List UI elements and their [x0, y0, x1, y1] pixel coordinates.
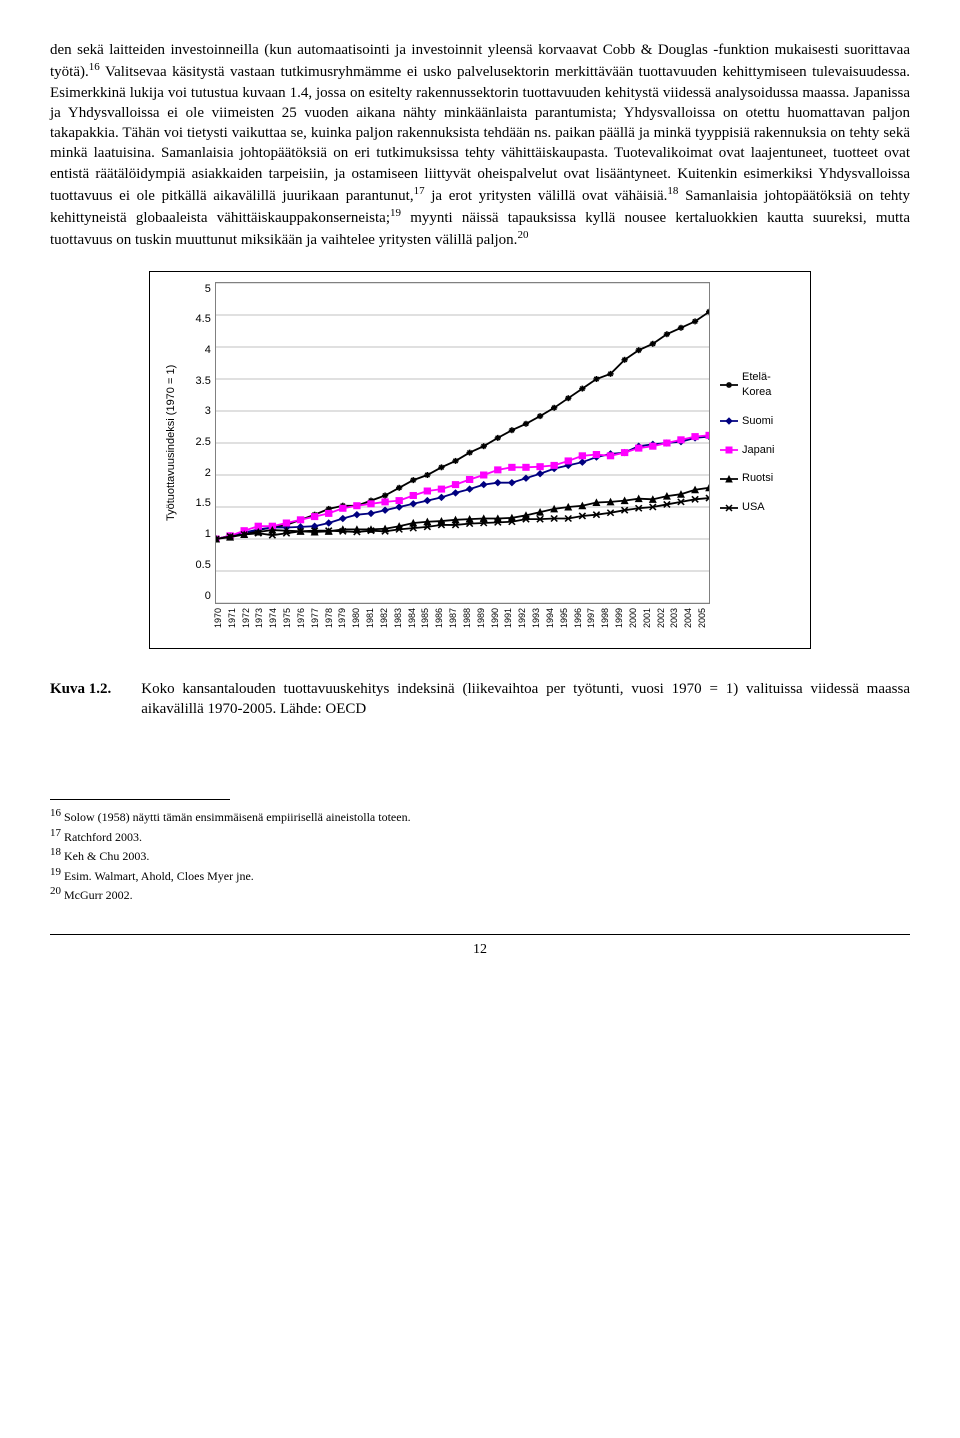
y-tick: 4 [183, 343, 211, 358]
x-tick: 1982 [378, 608, 392, 638]
y-tick: 1 [183, 527, 211, 542]
legend-swatch [720, 503, 738, 513]
x-tick: 1975 [281, 608, 295, 638]
x-tick: 1991 [502, 608, 516, 638]
x-tick: 1992 [516, 608, 530, 638]
x-tick: 1973 [253, 608, 267, 638]
x-tick: 1977 [309, 608, 323, 638]
legend-label: Ruotsi [742, 471, 773, 486]
legend-swatch [720, 474, 738, 484]
footnote-ref: 20 [517, 229, 528, 241]
y-tick: 2.5 [183, 435, 211, 450]
legend-item: Ruotsi [720, 471, 800, 486]
footnote-ref: 16 [89, 61, 100, 73]
caption-text: Koko kansantalouden tuottavuuskehitys in… [141, 679, 910, 720]
legend-item: USA [720, 500, 800, 515]
caption-label: Kuva 1.2. [50, 679, 111, 720]
legend: Etelä-Korea Suomi Japani Ruotsi USA [720, 282, 800, 604]
productivity-chart: Työtuottavuusindeksi (1970 = 1) 5 4.5 4 3.5… [149, 271, 811, 649]
x-tick: 1978 [323, 608, 337, 638]
text: ja erot yritysten välillä ovat vähäisiä. [431, 188, 667, 204]
x-tick: 1984 [406, 608, 420, 638]
y-tick: 0.5 [183, 558, 211, 573]
x-tick: 1997 [585, 608, 599, 638]
y-tick: 5 [183, 282, 211, 297]
legend-swatch [720, 416, 738, 426]
legend-swatch [720, 445, 738, 455]
x-tick: 2000 [627, 608, 641, 638]
x-tick: 1970 [212, 608, 226, 638]
footnote-rule [50, 799, 230, 800]
x-tick: 1981 [364, 608, 378, 638]
footnote-text: Ratchford 2003. [64, 830, 142, 844]
y-axis-label: Työtuottavuusindeksi (1970 = 1) [160, 282, 183, 604]
legend-item: Japani [720, 443, 800, 458]
footnote-text: Keh & Chu 2003. [64, 849, 149, 863]
x-tick: 2005 [696, 608, 710, 638]
footnotes: 16 Solow (1958) näytti tämän ensimmäisen… [50, 806, 910, 904]
y-tick: 2 [183, 466, 211, 481]
x-tick: 1976 [295, 608, 309, 638]
y-tick: 3.5 [183, 374, 211, 389]
x-tick: 1989 [475, 608, 489, 638]
x-tick: 1983 [392, 608, 406, 638]
x-tick: 2002 [655, 608, 669, 638]
legend-label: Suomi [742, 414, 773, 429]
x-tick: 1974 [267, 608, 281, 638]
x-tick: 1979 [336, 608, 350, 638]
x-tick: 1971 [226, 608, 240, 638]
y-tick: 4.5 [183, 312, 211, 327]
x-tick: 2003 [668, 608, 682, 638]
legend-label: Etelä-Korea [742, 370, 771, 400]
x-tick: 1980 [350, 608, 364, 638]
x-ticks: 1970197119721973197419751976197719781979… [212, 604, 710, 638]
footnote-ref: 19 [390, 207, 401, 219]
x-tick: 1972 [240, 608, 254, 638]
x-tick: 1987 [447, 608, 461, 638]
x-tick: 1986 [433, 608, 447, 638]
y-ticks: 5 4.5 4 3.5 3 2.5 2 1.5 1 0.5 0 [183, 282, 215, 604]
x-tick: 1988 [461, 608, 475, 638]
x-tick: 1996 [572, 608, 586, 638]
y-tick: 1.5 [183, 496, 211, 511]
footnote-text: Esim. Walmart, Ahold, Cloes Myer jne. [64, 869, 254, 883]
figure-caption: Kuva 1.2. Koko kansantalouden tuottavuus… [50, 679, 910, 720]
y-tick: 3 [183, 404, 211, 419]
page-rule [50, 934, 910, 935]
body-paragraph: den sekä laitteiden investoinneilla (kun… [50, 40, 910, 251]
x-tick: 1999 [613, 608, 627, 638]
legend-item: Suomi [720, 414, 800, 429]
footnote-ref: 17 [414, 185, 425, 197]
x-tick: 2001 [641, 608, 655, 638]
x-tick: 1985 [419, 608, 433, 638]
x-tick: 1998 [599, 608, 613, 638]
page-number: 12 [50, 941, 910, 960]
footnote-text: McGurr 2002. [64, 888, 133, 902]
text: Valitsevaa käsitystä vastaan tutkimusryh… [50, 64, 910, 204]
legend-label: Japani [742, 443, 774, 458]
footnote-ref: 18 [667, 185, 678, 197]
footnote-text: Solow (1958) näytti tämän ensimmäisenä e… [64, 810, 411, 824]
x-tick: 1995 [558, 608, 572, 638]
legend-item: Etelä-Korea [720, 370, 800, 400]
x-tick: 1993 [530, 608, 544, 638]
legend-label: USA [742, 500, 765, 515]
y-tick: 0 [183, 589, 211, 604]
x-tick: 2004 [682, 608, 696, 638]
x-tick: 1994 [544, 608, 558, 638]
x-tick: 1990 [489, 608, 503, 638]
plot-area [215, 282, 710, 604]
legend-swatch [720, 380, 738, 390]
